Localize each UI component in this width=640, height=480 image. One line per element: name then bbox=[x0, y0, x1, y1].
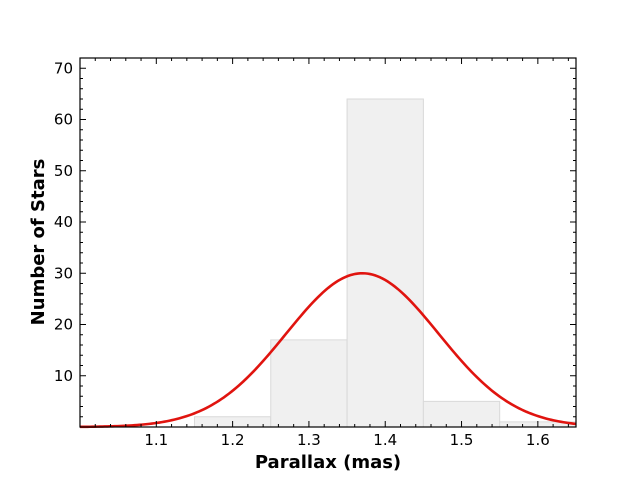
y-tick-label: 10 bbox=[54, 367, 73, 385]
y-tick-label: 50 bbox=[54, 162, 73, 180]
axis-ticks bbox=[80, 58, 576, 427]
x-tick-label: 1.4 bbox=[373, 431, 397, 449]
y-tick-label: 20 bbox=[54, 316, 73, 334]
y-tick-label: 30 bbox=[54, 264, 73, 282]
histogram-bar-4 bbox=[422, 400, 501, 428]
x-tick-label: 1.3 bbox=[297, 431, 321, 449]
gaussian-fit-curve bbox=[79, 271, 577, 429]
x-tick-label: 1.6 bbox=[526, 431, 550, 449]
x-tick-label: 1.2 bbox=[221, 431, 245, 449]
histogram-bar-3 bbox=[346, 98, 424, 428]
histogram-bars bbox=[193, 98, 577, 428]
y-tick-label: 60 bbox=[54, 111, 73, 129]
x-tick-labels: 1.1 1.2 1.3 1.4 1.5 1.6 bbox=[144, 431, 549, 449]
x-tick-label: 1.1 bbox=[144, 431, 168, 449]
y-tick-label: 40 bbox=[54, 213, 73, 231]
y-tick-labels: 10 20 30 40 50 60 70 bbox=[54, 59, 73, 385]
y-axis-title: Number of Stars bbox=[28, 159, 49, 326]
x-tick-label: 1.5 bbox=[450, 431, 474, 449]
x-axis-title: Parallax (mas) bbox=[255, 452, 401, 473]
histogram-bar-2 bbox=[270, 339, 348, 428]
y-tick-label: 70 bbox=[54, 59, 73, 77]
